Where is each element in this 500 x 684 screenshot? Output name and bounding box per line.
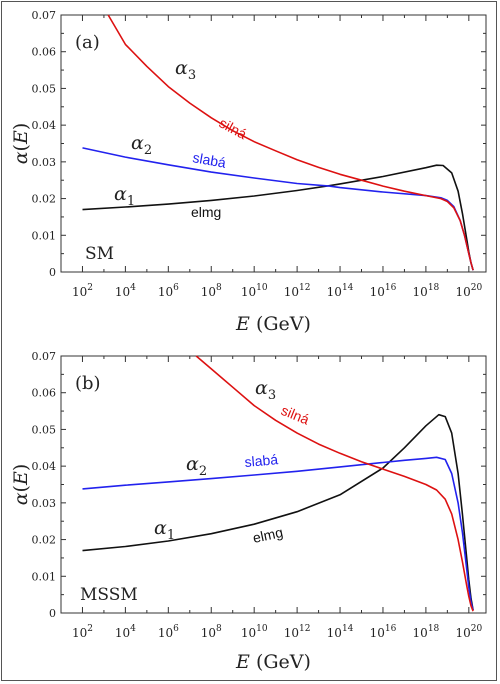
x-tick-label: 1014 xyxy=(327,283,354,299)
x-tick-label: 102 xyxy=(72,283,93,299)
series-annotation: silná xyxy=(217,115,250,143)
y-tick-label: 0.05 xyxy=(32,82,57,95)
chart-panel-a: 0 0.01 0.02 0.03 0.04 0.05 0.06 0.07 102 104 106 10… xyxy=(10,9,487,335)
series-annotation: elmg xyxy=(191,204,221,220)
series-line-1 xyxy=(82,413,474,611)
series-name-label: α1 xyxy=(154,517,175,543)
series-annotation: slabá xyxy=(244,451,279,470)
x-axis-label: E (GeV) xyxy=(235,313,311,335)
x-tick-label: 102 xyxy=(72,624,93,640)
y-tick-label: 0.01 xyxy=(32,229,57,242)
x-tick-label: 1014 xyxy=(327,624,354,640)
series-line-1 xyxy=(82,164,474,271)
y-tick-label: 0.03 xyxy=(32,156,57,169)
y-tick-label: 0.06 xyxy=(32,387,57,400)
series-line-3 xyxy=(107,14,474,271)
x-tick-label: 1016 xyxy=(370,283,397,299)
x-tick-label: 108 xyxy=(201,624,222,640)
series-name-label: α3 xyxy=(255,377,276,403)
y-tick-label: 0.05 xyxy=(32,423,57,436)
y-tick-label: 0.02 xyxy=(32,534,57,547)
y-tick-label: 0.01 xyxy=(32,570,57,583)
x-tick-label: 1018 xyxy=(413,624,440,640)
x-tick-label: 104 xyxy=(115,624,136,640)
y-tick-label: 0.07 xyxy=(32,350,57,363)
y-tick-label: 0.02 xyxy=(32,193,57,206)
series-line-3 xyxy=(195,355,474,612)
x-tick-label: 1018 xyxy=(413,283,440,299)
x-tick-label: 1010 xyxy=(241,624,268,640)
x-tick-label: 1010 xyxy=(241,283,268,299)
series-line-2 xyxy=(82,147,474,271)
x-tick-label: 106 xyxy=(158,283,179,299)
y-tick-label: 0.04 xyxy=(32,460,57,473)
chart-panel-b: 0 0.01 0.02 0.03 0.04 0.05 0.06 0.07 102 104 106 10… xyxy=(10,350,487,673)
series-name-label: α2 xyxy=(186,453,207,479)
series-name-label: α2 xyxy=(131,132,152,158)
series-annotation: elmg xyxy=(251,524,284,546)
y-tick-label: 0 xyxy=(49,266,56,279)
x-tick-label: 1020 xyxy=(455,624,482,640)
x-tick-label: 1012 xyxy=(284,624,311,640)
model-label: MSSM xyxy=(80,585,138,605)
model-label: SM xyxy=(85,244,114,264)
x-tick-label: 106 xyxy=(158,624,179,640)
series-name-label: α1 xyxy=(114,183,135,209)
x-axis-label: E (GeV) xyxy=(235,651,311,673)
y-tick-label: 0.06 xyxy=(32,46,57,59)
panel-label: (a) xyxy=(75,32,100,53)
y-tick-label: 0 xyxy=(49,607,56,620)
y-tick-label: 0.03 xyxy=(32,497,57,510)
y-axis-label: α(E) xyxy=(10,123,32,165)
plot-frame xyxy=(60,14,487,273)
series-name-label: α3 xyxy=(175,57,196,83)
series-annotation: slabá xyxy=(191,149,227,171)
series-annotation: silná xyxy=(279,402,312,428)
y-axis-label: α(E) xyxy=(10,464,32,506)
x-tick-label: 1016 xyxy=(370,624,397,640)
series-line-2 xyxy=(82,456,474,611)
panel-label: (b) xyxy=(75,373,101,394)
x-tick-label: 1012 xyxy=(284,283,311,299)
x-tick-label: 108 xyxy=(201,283,222,299)
y-tick-label: 0.04 xyxy=(32,119,57,132)
x-tick-label: 1020 xyxy=(455,283,482,299)
y-tick-label: 0.07 xyxy=(32,9,57,22)
x-tick-label: 104 xyxy=(115,283,136,299)
